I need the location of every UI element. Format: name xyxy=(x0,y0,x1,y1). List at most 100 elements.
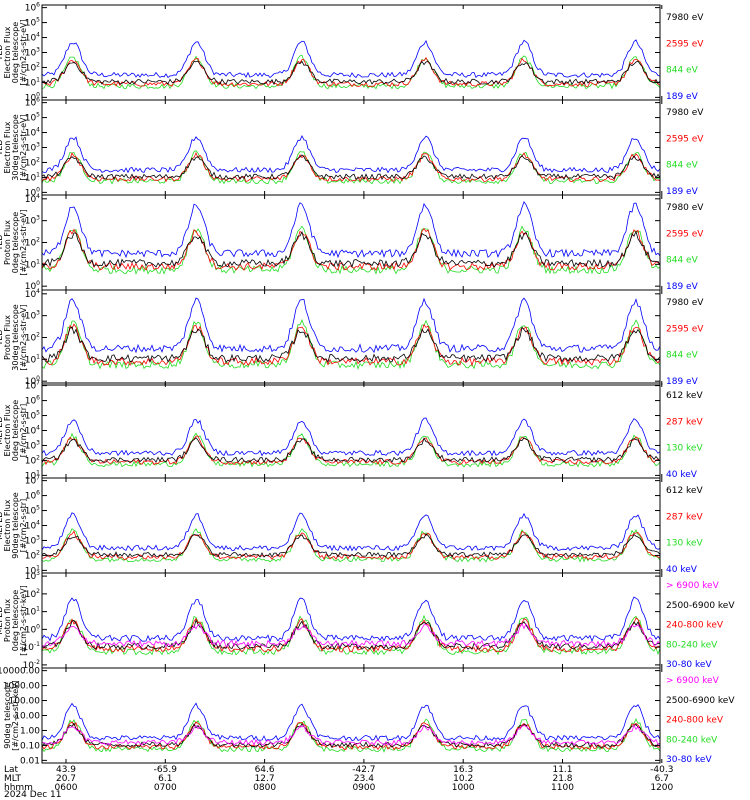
series-line-red xyxy=(41,323,661,367)
series-line-red xyxy=(41,435,661,466)
legend-entry: 30-80 keV xyxy=(666,660,712,670)
series-line-black xyxy=(41,437,661,464)
series-blue-7 xyxy=(41,596,661,643)
series-red-5 xyxy=(41,435,661,466)
panel-frame xyxy=(41,477,661,574)
series-blue-8 xyxy=(41,702,661,742)
legend-entry: 612 keV xyxy=(666,486,703,496)
series-line-red xyxy=(41,228,661,271)
legend-entry: 7980 eV xyxy=(666,108,704,118)
series-line-red xyxy=(41,617,661,653)
y-axis-label: Electron Flux xyxy=(3,121,12,173)
series-line-green xyxy=(41,432,661,468)
panel-frame xyxy=(41,572,661,669)
y-axis-label: 0deg telescope xyxy=(11,212,20,273)
y-axis-label: TED xyxy=(0,234,4,251)
series-line-magenta xyxy=(41,724,661,746)
y-tick-label: 100.00 xyxy=(9,697,41,707)
series-blue-5 xyxy=(41,417,661,457)
series-green-5 xyxy=(41,432,661,468)
series-red-7 xyxy=(41,617,661,653)
legend: > 6900 keV 2500-6900 keV 240-800 keV 80-240… xyxy=(666,581,735,670)
series-black-5 xyxy=(41,437,661,464)
series-line-green xyxy=(41,718,661,753)
legend-entry: 189 eV xyxy=(666,187,699,197)
y-axis-label: [#/cm2-s-str-eV] xyxy=(19,209,28,275)
legend-entry: 844 eV xyxy=(666,256,699,266)
legend-entry: 240-800 keV xyxy=(666,621,724,631)
series-magenta-7 xyxy=(41,622,661,648)
series-line-blue xyxy=(41,417,661,457)
y-axis-label: [#/cm2-s-str-eV] xyxy=(19,304,28,370)
series-green-8 xyxy=(41,718,661,753)
x-tick-label: 0600 xyxy=(55,783,78,793)
legend-entry: 189 eV xyxy=(666,377,699,387)
y-tick-label: 103 xyxy=(25,570,40,582)
x-tick-label: 16.3 xyxy=(453,765,473,775)
series-line-black xyxy=(41,533,661,558)
y-axis-label: MEPED xyxy=(0,512,4,540)
x-tick-label: 43.9 xyxy=(56,765,76,775)
y-axis-label: Electron Flux xyxy=(3,499,12,551)
series-line-black xyxy=(41,619,661,651)
legend-entry: 130 keV xyxy=(666,539,703,549)
series-green-7 xyxy=(41,614,661,656)
y-axis-label: 90deg telescope xyxy=(11,492,20,559)
y-tick-label: 104 xyxy=(25,193,40,205)
series-black-3 xyxy=(41,230,661,269)
legend: 612 keV 287 keV 130 keV 40 keV xyxy=(666,391,703,480)
y-tick-label: 106 xyxy=(25,97,40,109)
panel-frame xyxy=(41,289,661,386)
y-axis-label: Proton flux xyxy=(3,599,12,642)
legend: 612 keV 287 keV 130 keV 40 keV xyxy=(666,486,703,575)
x-tick-label: 21.8 xyxy=(552,774,572,784)
series-line-black xyxy=(41,230,661,269)
y-tick-label: 106 xyxy=(25,2,40,14)
y-axis-label: Electron Flux xyxy=(3,26,12,78)
x-tick-label: 0900 xyxy=(352,783,375,793)
legend-entry: > 6900 keV xyxy=(666,581,720,591)
y-axis-label: 0deg telescope xyxy=(11,590,20,651)
x-tick-label: -40.3 xyxy=(650,765,673,775)
series-blue-3 xyxy=(41,201,661,259)
x-tick-label: 23.4 xyxy=(354,774,374,784)
series-red-8 xyxy=(41,721,661,751)
series-line-magenta xyxy=(41,622,661,648)
legend: 7980 eV 2595 eV 844 eV 189 eV xyxy=(666,13,704,102)
y-tick-label: 104 xyxy=(25,288,40,300)
x-tick-label: 0700 xyxy=(154,783,177,793)
series-blue-6 xyxy=(41,512,661,552)
y-axis-label: MEPED xyxy=(0,417,4,445)
x-tick-label: 11.1 xyxy=(552,765,572,775)
legend-entry: 844 eV xyxy=(666,351,699,361)
legend-entry: 40 keV xyxy=(666,470,698,480)
series-black-4 xyxy=(41,326,661,363)
x-tick-label: -42.7 xyxy=(352,765,375,775)
series-black-2 xyxy=(41,154,661,181)
y-axis-label: 30deg telescope xyxy=(11,114,20,181)
legend-entry: 7980 eV xyxy=(666,203,704,213)
legend-entry: 844 eV xyxy=(666,161,699,171)
series-green-2 xyxy=(41,150,661,185)
series-line-green xyxy=(41,318,661,370)
x-tick-label: 1000 xyxy=(452,783,475,793)
y-axis-label: [#/cm2-s-str] xyxy=(19,404,28,457)
series-red-3 xyxy=(41,228,661,271)
series-line-blue xyxy=(41,297,661,354)
y-axis-label: TED xyxy=(0,44,4,61)
x-tick-label: 12.7 xyxy=(255,774,275,784)
legend: > 6900 keV 2500-6900 keV 240-800 keV 80-240… xyxy=(666,676,735,765)
series-blue-4 xyxy=(41,297,661,354)
y-tick-label: 10.00 xyxy=(14,712,40,722)
y-tick-label: 1.00 xyxy=(20,726,40,736)
panel-frame xyxy=(41,194,661,291)
series-line-black xyxy=(41,60,661,86)
legend-entry: 2595 eV xyxy=(666,39,704,49)
legend-entry: 189 eV xyxy=(666,282,699,292)
y-axis-label: MEPED xyxy=(0,607,4,635)
panel-8: 0.01 0.10 1.00 10.00 100.00 1000.00 10000.00 90… xyxy=(0,667,735,767)
